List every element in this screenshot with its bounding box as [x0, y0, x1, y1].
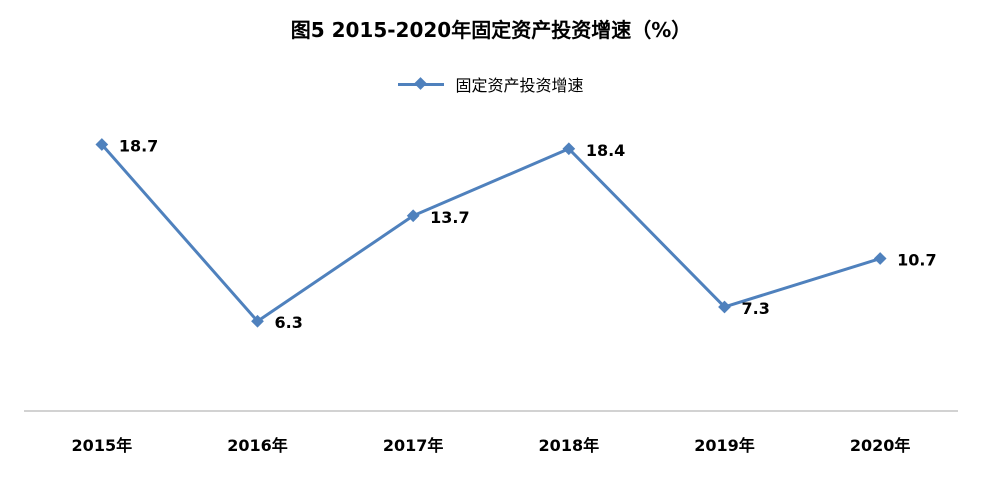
x-tick-label: 2020年 — [850, 436, 911, 455]
series-line — [100, 143, 881, 323]
data-point-marker — [406, 209, 420, 223]
x-tick-labels: 2015年 2016年 2017年 2018年 2019年 2020年 — [72, 436, 911, 455]
data-point-marker — [95, 138, 109, 151]
data-label: 13.7 — [430, 208, 469, 227]
x-tick-label: 2018年 — [539, 436, 600, 455]
legend: 固定资产投资增速 — [0, 72, 982, 96]
data-point-marker — [251, 314, 264, 328]
legend-label: 固定资产投资增速 — [455, 76, 584, 95]
x-tick-label: 2016年 — [227, 436, 288, 455]
x-tick-label: 2015年 — [72, 436, 133, 455]
data-label: 7.3 — [742, 299, 770, 318]
chart-title: 图5 2015-2020年固定资产投资增速（%） — [290, 18, 692, 42]
data-label: 18.7 — [119, 137, 158, 156]
data-labels: 18.7 6.3 13.7 18.4 7.3 10.7 — [119, 137, 937, 333]
data-label: 6.3 — [275, 313, 303, 332]
x-tick-label: 2019年 — [694, 436, 755, 455]
data-label: 18.4 — [586, 141, 625, 160]
x-tick-label: 2017年 — [383, 436, 444, 455]
legend-line-marker-icon — [398, 77, 445, 91]
data-point-marker — [873, 252, 887, 265]
data-label: 10.7 — [897, 251, 936, 270]
